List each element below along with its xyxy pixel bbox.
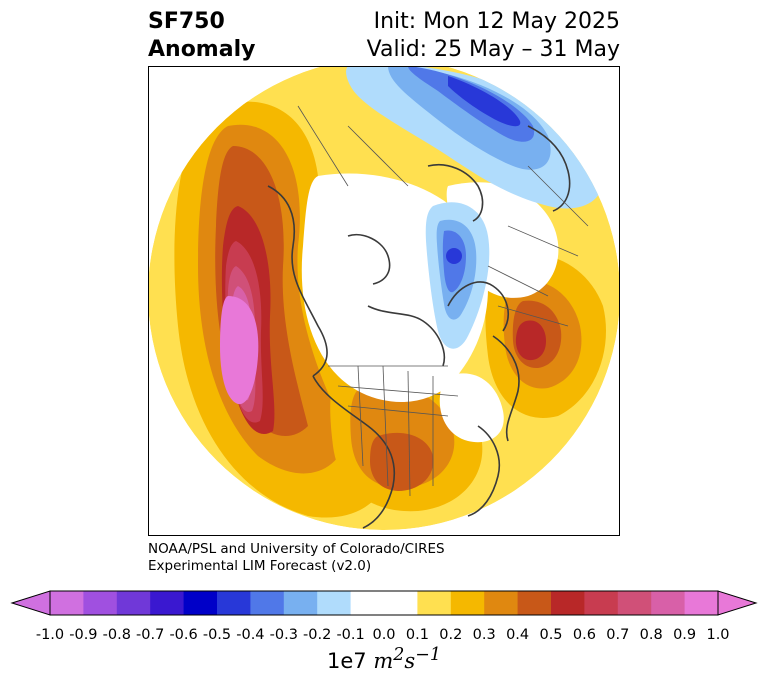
colorbar-cell	[417, 591, 452, 615]
colorbar-tick-label: 1.0	[706, 627, 730, 643]
colorbar-cell	[183, 591, 218, 615]
colorbar-tick-label: 0.0	[372, 627, 396, 643]
colorbar-tick-label: -1.0	[35, 627, 65, 643]
colorbar-tick-label: 0.4	[506, 627, 530, 643]
colorbar-cell	[651, 591, 686, 615]
variable-label: SF750	[148, 9, 225, 34]
map-panel	[148, 66, 620, 536]
colorbar-tick-label: 0.8	[639, 627, 663, 643]
forecast-dates: Init: Mon 12 May 2025 Valid: 25 May – 31…	[367, 8, 620, 64]
map-svg	[148, 66, 620, 536]
colorbar-label-unit: m	[373, 649, 394, 673]
colorbar-tick-label: -0.4	[236, 627, 265, 643]
colorbar-cell	[384, 591, 418, 615]
colorbar-cell	[350, 591, 385, 615]
colorbar-extend-left	[10, 590, 51, 616]
colorbar-tick-label: -0.7	[136, 627, 165, 643]
colorbar-cell	[217, 591, 251, 615]
colorbar-tick-label: 0.1	[405, 627, 429, 643]
colorbar-cell	[584, 591, 619, 615]
colorbar-label-prefix: 1e7	[327, 649, 374, 673]
colorbar-label-mid: s	[404, 649, 416, 673]
colorbar-cell	[317, 591, 352, 615]
colorbar-cell	[83, 591, 118, 615]
credit-line-1: NOAA/PSL and University of Colorado/CIRE…	[148, 541, 445, 557]
colorbar-extend-right	[717, 590, 758, 616]
colorbar-cell	[450, 591, 485, 615]
chart-title: SF750 Anomaly	[148, 8, 255, 64]
political-borders	[297, 105, 589, 497]
colorbar-tick-label: -0.6	[169, 627, 198, 643]
map-border	[148, 66, 620, 536]
colorbar-label: 1e7 m2s−1	[0, 645, 768, 673]
colorbar-outline	[49, 590, 719, 616]
colorbar-tick-label: 0.5	[539, 627, 563, 643]
colorbar-tick-label: -0.1	[336, 627, 365, 643]
colorbar-cell	[250, 591, 285, 615]
colorbar-tick-label: 0.9	[673, 627, 697, 643]
colorbar-cell	[551, 591, 585, 615]
colorbar-cell	[684, 591, 719, 615]
coastlines	[267, 125, 571, 529]
colorbar-cell	[50, 591, 84, 615]
colorbar-tick-label: -0.3	[269, 627, 298, 643]
colorbar-tick-label: -0.9	[69, 627, 98, 643]
colorbar-cell	[116, 591, 151, 615]
colorbar-tick-label: 0.7	[606, 627, 630, 643]
anomaly-contours	[148, 66, 620, 530]
colorbar-tick-label: 0.2	[439, 627, 463, 643]
colorbar-tick-label: 0.6	[572, 627, 596, 643]
credit-text: NOAA/PSL and University of Colorado/CIRE…	[148, 541, 445, 575]
colorbar-tick-label: 0.3	[472, 627, 496, 643]
init-date: Init: Mon 12 May 2025	[373, 9, 620, 34]
colorbar-cell	[484, 591, 519, 615]
colorbar-label-sup1: 2	[393, 645, 405, 665]
colorbar-tick-label: -0.5	[202, 627, 232, 643]
colorbar-cell	[517, 591, 552, 615]
colorbar-cells	[50, 591, 719, 615]
colorbar-cell	[150, 591, 185, 615]
colorbar	[10, 590, 758, 616]
credit-line-2: Experimental LIM Forecast (v2.0)	[148, 558, 372, 574]
anomaly-label: Anomaly	[148, 37, 256, 62]
colorbar-label-sup2: −1	[415, 645, 441, 665]
colorbar-tick-label: -0.2	[303, 627, 332, 643]
colorbar-cell	[617, 591, 652, 615]
colorbar-cell	[283, 591, 318, 615]
colorbar-tick-label: -0.8	[102, 627, 131, 643]
valid-date: Valid: 25 May – 31 May	[366, 37, 620, 62]
